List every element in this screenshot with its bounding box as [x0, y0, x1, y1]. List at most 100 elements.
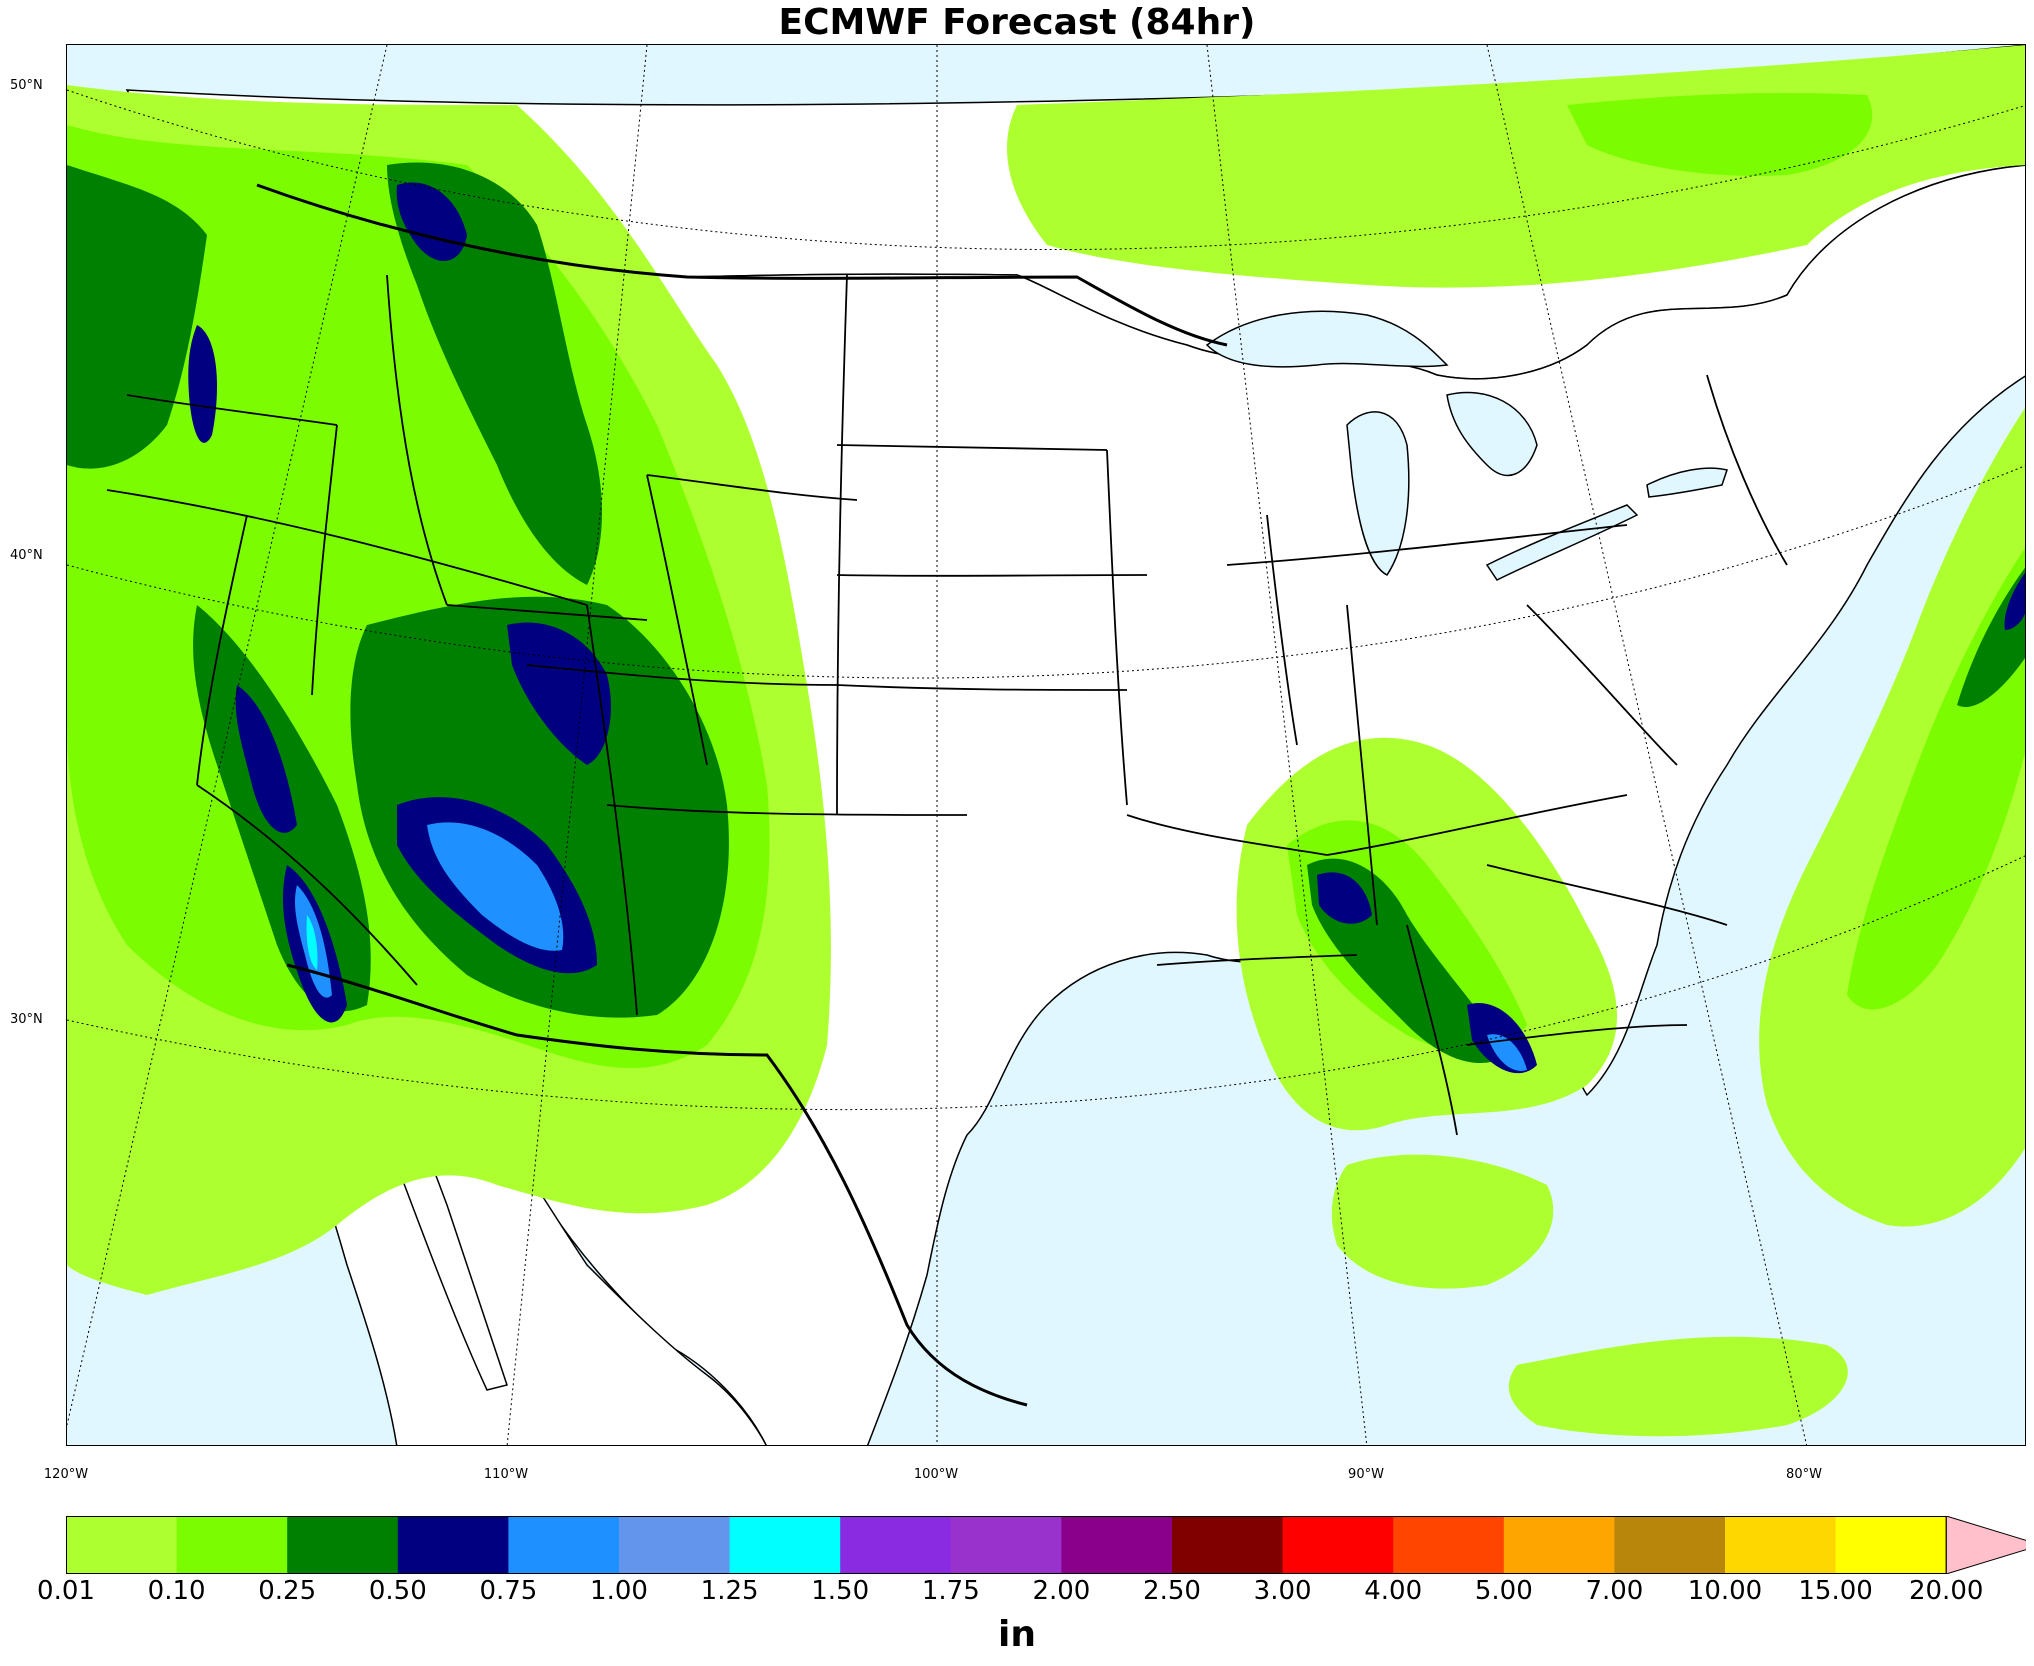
colorbar-tick-label: 5.00: [1474, 1576, 1533, 1606]
map-title: ECMWF Forecast (84hr): [778, 2, 1256, 43]
precip-gulf-blue: [1487, 1034, 1527, 1071]
us-mexico-border: [286, 963, 1028, 1407]
state-line-21: [1706, 374, 1788, 566]
colorbar-segment: [176, 1516, 288, 1574]
lat-label-50: 50°N: [10, 78, 43, 93]
precip-oregon-navy: [188, 325, 217, 443]
precip-atlantic-dark: [1957, 567, 2025, 707]
lon-label-100: 100°W: [913, 1467, 959, 1482]
political-borders: [106, 183, 1788, 1407]
colorbar-segment: [1061, 1516, 1173, 1574]
precip-sierra-cyan: [306, 915, 318, 970]
colorbar-tick-label: 3.00: [1253, 1576, 1312, 1606]
colorbar-tick-label: 2.00: [1032, 1576, 1091, 1606]
colorbar-tick-label: 0.01: [37, 1576, 95, 1606]
colorbar-segment: [287, 1516, 399, 1574]
state-line-26: [126, 394, 338, 426]
state-line-22: [386, 274, 448, 606]
colorbar-tick-label: 1.25: [700, 1576, 759, 1606]
colorbar-tick-label: 0.50: [368, 1576, 427, 1606]
colorbar-segment: [508, 1516, 620, 1574]
state-line-15: [1226, 524, 1628, 566]
precip-gulf-offshore: [1331, 1154, 1554, 1289]
lake-superior: [1205, 310, 1449, 368]
state-line-14: [1346, 604, 1378, 926]
lake-erie: [1485, 504, 1639, 581]
precip-caribbean: [1508, 1336, 1848, 1437]
state-line-19: [1266, 514, 1298, 746]
colorbar-segment: [1614, 1516, 1726, 1574]
state-line-5: [606, 804, 968, 816]
state-line-7: [836, 444, 1108, 451]
precip-atlantic: [1759, 408, 2025, 1227]
colorbar-tick-label: 7.00: [1585, 1576, 1644, 1606]
colorbar-segment: [1393, 1516, 1505, 1574]
lat-label-30: 30°N: [10, 1012, 43, 1027]
colorbar-tick-label: 1.75: [921, 1576, 980, 1606]
precip-utah-dark: [350, 596, 729, 1018]
state-line-23: [446, 604, 648, 621]
colorbar-segment: [840, 1516, 952, 1574]
precip-west: [67, 85, 831, 1295]
colorbar-segment: [1172, 1516, 1284, 1574]
precip-canada: [1007, 45, 2025, 288]
precip-west-dark: [67, 165, 207, 469]
state-line-12: [1156, 954, 1358, 966]
colorbar-tick-label: 0.10: [147, 1576, 206, 1606]
colorbar-units-label: in: [998, 1614, 1036, 1655]
lake-ontario: [1646, 467, 1728, 498]
colorbar-segment: [1725, 1516, 1837, 1574]
colorbar: [66, 1516, 2026, 1574]
colorbar-segment: [619, 1516, 731, 1574]
precip-midsouth-navy: [1317, 872, 1372, 924]
precip-colorado-navy: [507, 622, 611, 765]
state-line-25: [646, 474, 858, 501]
state-line-2: [196, 514, 248, 786]
colorbar-segment: [729, 1516, 841, 1574]
lake-huron: [1446, 391, 1538, 476]
state-line-13: [1326, 794, 1628, 856]
lon-label-120: 120°W: [43, 1467, 89, 1482]
state-line-4: [586, 604, 638, 1016]
precip-atlantic-navy: [2004, 572, 2025, 630]
map-panel: [66, 44, 2026, 1446]
state-line-16: [1406, 924, 1458, 1136]
colorbar-tick-label: 20.00: [1908, 1576, 1984, 1606]
precip-canada-green: [1567, 93, 1873, 176]
state-line-3: [196, 784, 418, 986]
colorbar-tick-label: 4.00: [1364, 1576, 1423, 1606]
graticule: [67, 45, 2025, 1445]
graticule-lon-120: [67, 45, 388, 1426]
state-line-10: [1106, 449, 1128, 806]
colorbar-segment: [66, 1516, 178, 1574]
lat-label-40: 40°N: [10, 548, 43, 563]
precip-midsouth: [1236, 737, 1848, 1437]
colorbar-segment: [1282, 1516, 1394, 1574]
colorbar-tick-label: 1.50: [811, 1576, 870, 1606]
state-line-17: [1486, 864, 1728, 926]
precip-nevada-navy: [235, 685, 297, 833]
lon-label-110: 110°W: [483, 1467, 529, 1482]
lake-michigan: [1346, 411, 1410, 576]
state-line-27: [311, 424, 338, 696]
precipitation-map: [67, 45, 2025, 1445]
colorbar-tick-label: 1.00: [590, 1576, 648, 1606]
colorbar-outline: [66, 1516, 1947, 1574]
colorbar-tick-label: 0.25: [258, 1576, 317, 1606]
us-canada-border: [256, 183, 1228, 347]
graticule-lat-50: [67, 89, 2025, 251]
colorbar-tick-label: 2.50: [1143, 1576, 1201, 1606]
state-line-8: [836, 574, 1148, 577]
colorbar-tick-label: 10.00: [1687, 1576, 1763, 1606]
state-line-9: [836, 684, 1128, 691]
colorbar-segment: [950, 1516, 1062, 1574]
state-line-18: [1466, 1024, 1688, 1046]
graticule-lat-30: [67, 855, 2025, 1111]
graticule-lon-90: [1206, 45, 1368, 1445]
colorbar-segment: [397, 1516, 509, 1574]
precip-utah-blue: [427, 822, 564, 951]
colorbar-extend-arrow: [1945, 1516, 2026, 1574]
lon-label-80: 80°W: [1786, 1467, 1822, 1482]
colorbar-segment: [1503, 1516, 1615, 1574]
state-line-20: [1526, 604, 1678, 766]
